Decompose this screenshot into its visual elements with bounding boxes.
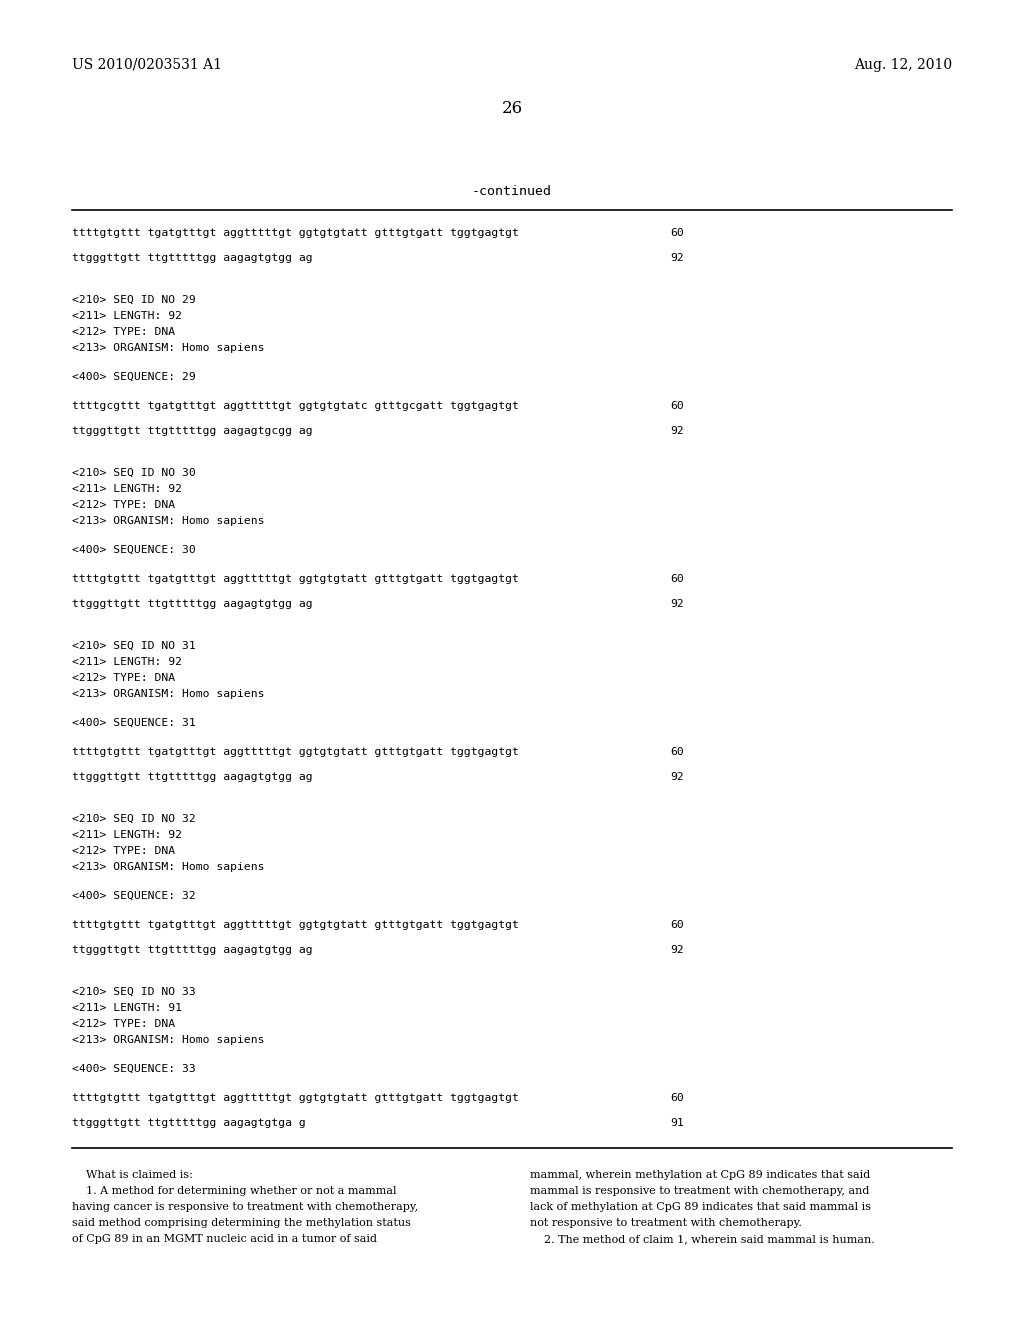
Text: What is claimed is:: What is claimed is: [72, 1170, 193, 1180]
Text: ttgggttgtt ttgtttttgg aagagtgtgg ag: ttgggttgtt ttgtttttgg aagagtgtgg ag [72, 772, 312, 781]
Text: mammal is responsive to treatment with chemotherapy, and: mammal is responsive to treatment with c… [530, 1185, 869, 1196]
Text: -continued: -continued [472, 185, 552, 198]
Text: 60: 60 [670, 920, 684, 931]
Text: 60: 60 [670, 228, 684, 238]
Text: Aug. 12, 2010: Aug. 12, 2010 [854, 58, 952, 73]
Text: <400> SEQUENCE: 32: <400> SEQUENCE: 32 [72, 891, 196, 902]
Text: 92: 92 [670, 253, 684, 263]
Text: not responsive to treatment with chemotherapy.: not responsive to treatment with chemoth… [530, 1218, 802, 1228]
Text: <213> ORGANISM: Homo sapiens: <213> ORGANISM: Homo sapiens [72, 862, 264, 873]
Text: <210> SEQ ID NO 29: <210> SEQ ID NO 29 [72, 294, 196, 305]
Text: <211> LENGTH: 92: <211> LENGTH: 92 [72, 312, 182, 321]
Text: ttttgtgttt tgatgtttgt aggtttttgt ggtgtgtatt gtttgtgatt tggtgagtgt: ttttgtgttt tgatgtttgt aggtttttgt ggtgtgt… [72, 1093, 519, 1104]
Text: 92: 92 [670, 426, 684, 436]
Text: 60: 60 [670, 1093, 684, 1104]
Text: 1. A method for determining whether or not a mammal: 1. A method for determining whether or n… [72, 1185, 396, 1196]
Text: ttttgtgttt tgatgtttgt aggtttttgt ggtgtgtatt gtttgtgatt tggtgagtgt: ttttgtgttt tgatgtttgt aggtttttgt ggtgtgt… [72, 920, 519, 931]
Text: ttgggttgtt ttgtttttgg aagagtgtgg ag: ttgggttgtt ttgtttttgg aagagtgtgg ag [72, 253, 312, 263]
Text: <400> SEQUENCE: 29: <400> SEQUENCE: 29 [72, 372, 196, 381]
Text: <210> SEQ ID NO 30: <210> SEQ ID NO 30 [72, 469, 196, 478]
Text: 60: 60 [670, 401, 684, 411]
Text: 2. The method of claim 1, wherein said mammal is human.: 2. The method of claim 1, wherein said m… [530, 1234, 874, 1243]
Text: having cancer is responsive to treatment with chemotherapy,: having cancer is responsive to treatment… [72, 1203, 418, 1212]
Text: ttttgcgttt tgatgtttgt aggtttttgt ggtgtgtatc gtttgcgatt tggtgagtgt: ttttgcgttt tgatgtttgt aggtttttgt ggtgtgt… [72, 401, 519, 411]
Text: 60: 60 [670, 574, 684, 583]
Text: <213> ORGANISM: Homo sapiens: <213> ORGANISM: Homo sapiens [72, 516, 264, 525]
Text: <213> ORGANISM: Homo sapiens: <213> ORGANISM: Homo sapiens [72, 689, 264, 700]
Text: ttgggttgtt ttgtttttgg aagagtgtgg ag: ttgggttgtt ttgtttttgg aagagtgtgg ag [72, 599, 312, 609]
Text: <212> TYPE: DNA: <212> TYPE: DNA [72, 1019, 175, 1030]
Text: <213> ORGANISM: Homo sapiens: <213> ORGANISM: Homo sapiens [72, 343, 264, 352]
Text: 92: 92 [670, 599, 684, 609]
Text: ttgggttgtt ttgtttttgg aagagtgcgg ag: ttgggttgtt ttgtttttgg aagagtgcgg ag [72, 426, 312, 436]
Text: <211> LENGTH: 91: <211> LENGTH: 91 [72, 1003, 182, 1012]
Text: <210> SEQ ID NO 33: <210> SEQ ID NO 33 [72, 987, 196, 997]
Text: ttttgtgttt tgatgtttgt aggtttttgt ggtgtgtatt gtttgtgatt tggtgagtgt: ttttgtgttt tgatgtttgt aggtttttgt ggtgtgt… [72, 574, 519, 583]
Text: 92: 92 [670, 772, 684, 781]
Text: of CpG 89 in an MGMT nucleic acid in a tumor of said: of CpG 89 in an MGMT nucleic acid in a t… [72, 1234, 377, 1243]
Text: <212> TYPE: DNA: <212> TYPE: DNA [72, 846, 175, 855]
Text: <211> LENGTH: 92: <211> LENGTH: 92 [72, 657, 182, 667]
Text: mammal, wherein methylation at CpG 89 indicates that said: mammal, wherein methylation at CpG 89 in… [530, 1170, 870, 1180]
Text: <211> LENGTH: 92: <211> LENGTH: 92 [72, 484, 182, 494]
Text: ttgggttgtt ttgtttttgg aagagtgtgg ag: ttgggttgtt ttgtttttgg aagagtgtgg ag [72, 945, 312, 954]
Text: <212> TYPE: DNA: <212> TYPE: DNA [72, 327, 175, 337]
Text: ttttgtgttt tgatgtttgt aggtttttgt ggtgtgtatt gtttgtgatt tggtgagtgt: ttttgtgttt tgatgtttgt aggtttttgt ggtgtgt… [72, 747, 519, 756]
Text: <400> SEQUENCE: 33: <400> SEQUENCE: 33 [72, 1064, 196, 1074]
Text: <211> LENGTH: 92: <211> LENGTH: 92 [72, 830, 182, 840]
Text: <210> SEQ ID NO 32: <210> SEQ ID NO 32 [72, 814, 196, 824]
Text: <212> TYPE: DNA: <212> TYPE: DNA [72, 673, 175, 682]
Text: said method comprising determining the methylation status: said method comprising determining the m… [72, 1218, 411, 1228]
Text: lack of methylation at CpG 89 indicates that said mammal is: lack of methylation at CpG 89 indicates … [530, 1203, 871, 1212]
Text: US 2010/0203531 A1: US 2010/0203531 A1 [72, 58, 222, 73]
Text: 60: 60 [670, 747, 684, 756]
Text: <210> SEQ ID NO 31: <210> SEQ ID NO 31 [72, 642, 196, 651]
Text: <213> ORGANISM: Homo sapiens: <213> ORGANISM: Homo sapiens [72, 1035, 264, 1045]
Text: 91: 91 [670, 1118, 684, 1129]
Text: ttgggttgtt ttgtttttgg aagagtgtga g: ttgggttgtt ttgtttttgg aagagtgtga g [72, 1118, 306, 1129]
Text: <212> TYPE: DNA: <212> TYPE: DNA [72, 500, 175, 510]
Text: 26: 26 [502, 100, 522, 117]
Text: ttttgtgttt tgatgtttgt aggtttttgt ggtgtgtatt gtttgtgatt tggtgagtgt: ttttgtgttt tgatgtttgt aggtttttgt ggtgtgt… [72, 228, 519, 238]
Text: 92: 92 [670, 945, 684, 954]
Text: <400> SEQUENCE: 30: <400> SEQUENCE: 30 [72, 545, 196, 554]
Text: <400> SEQUENCE: 31: <400> SEQUENCE: 31 [72, 718, 196, 729]
